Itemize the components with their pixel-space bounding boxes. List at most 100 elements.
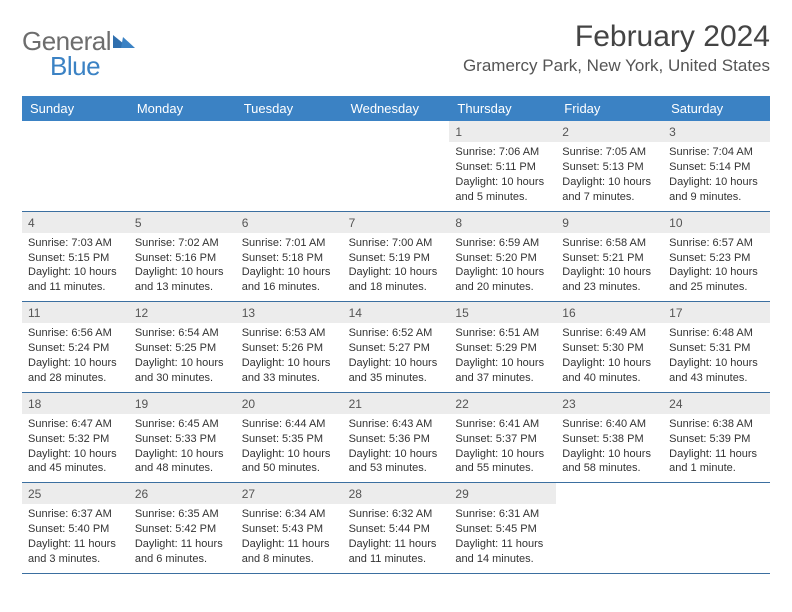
day-body: Sunrise: 6:32 AMSunset: 5:44 PMDaylight:… [343, 505, 450, 572]
logo: GeneralBlue [22, 26, 135, 88]
day-body: Sunrise: 6:59 AMSunset: 5:20 PMDaylight:… [449, 234, 556, 301]
day-sunset: Sunset: 5:26 PM [242, 341, 337, 356]
day-body: Sunrise: 6:40 AMSunset: 5:38 PMDaylight:… [556, 415, 663, 482]
day-body: Sunrise: 6:44 AMSunset: 5:35 PMDaylight:… [236, 415, 343, 482]
day-body: Sunrise: 7:02 AMSunset: 5:16 PMDaylight:… [129, 234, 236, 301]
day-cell: 28Sunrise: 6:32 AMSunset: 5:44 PMDayligh… [343, 483, 450, 573]
day-sunset: Sunset: 5:45 PM [455, 522, 550, 537]
day-cell: 27Sunrise: 6:34 AMSunset: 5:43 PMDayligh… [236, 483, 343, 573]
dow-monday: Monday [129, 96, 236, 121]
day-daylight: Daylight: 10 hours and 5 minutes. [455, 175, 550, 205]
day-daylight: Daylight: 11 hours and 1 minute. [669, 447, 764, 477]
day-cell: 23Sunrise: 6:40 AMSunset: 5:38 PMDayligh… [556, 393, 663, 483]
week-row: 18Sunrise: 6:47 AMSunset: 5:32 PMDayligh… [22, 393, 770, 484]
day-daylight: Daylight: 10 hours and 25 minutes. [669, 265, 764, 295]
day-cell: 9Sunrise: 6:58 AMSunset: 5:21 PMDaylight… [556, 212, 663, 302]
day-number: 20 [236, 393, 343, 414]
day-sunrise: Sunrise: 6:34 AM [242, 507, 337, 522]
day-sunset: Sunset: 5:29 PM [455, 341, 550, 356]
day-number: 19 [129, 393, 236, 414]
day-daylight: Daylight: 10 hours and 45 minutes. [28, 447, 123, 477]
day-sunset: Sunset: 5:24 PM [28, 341, 123, 356]
day-cell [663, 483, 770, 573]
day-sunrise: Sunrise: 6:57 AM [669, 236, 764, 251]
day-cell: 5Sunrise: 7:02 AMSunset: 5:16 PMDaylight… [129, 212, 236, 302]
day-sunrise: Sunrise: 7:01 AM [242, 236, 337, 251]
day-number: 14 [343, 302, 450, 323]
day-daylight: Daylight: 11 hours and 14 minutes. [455, 537, 550, 567]
day-cell: 20Sunrise: 6:44 AMSunset: 5:35 PMDayligh… [236, 393, 343, 483]
day-sunset: Sunset: 5:42 PM [135, 522, 230, 537]
day-body: Sunrise: 6:52 AMSunset: 5:27 PMDaylight:… [343, 324, 450, 391]
week-row: 25Sunrise: 6:37 AMSunset: 5:40 PMDayligh… [22, 483, 770, 574]
day-number: 3 [663, 121, 770, 142]
day-body: Sunrise: 6:56 AMSunset: 5:24 PMDaylight:… [22, 324, 129, 391]
day-body: Sunrise: 6:57 AMSunset: 5:23 PMDaylight:… [663, 234, 770, 301]
day-number: 12 [129, 302, 236, 323]
day-sunrise: Sunrise: 6:45 AM [135, 417, 230, 432]
day-daylight: Daylight: 10 hours and 53 minutes. [349, 447, 444, 477]
day-sunset: Sunset: 5:27 PM [349, 341, 444, 356]
day-number: 2 [556, 121, 663, 142]
day-number: 7 [343, 212, 450, 233]
days-of-week-row: Sunday Monday Tuesday Wednesday Thursday… [22, 96, 770, 121]
day-sunset: Sunset: 5:32 PM [28, 432, 123, 447]
day-sunrise: Sunrise: 6:49 AM [562, 326, 657, 341]
day-cell: 3Sunrise: 7:04 AMSunset: 5:14 PMDaylight… [663, 121, 770, 211]
day-daylight: Daylight: 10 hours and 58 minutes. [562, 447, 657, 477]
day-sunset: Sunset: 5:33 PM [135, 432, 230, 447]
day-cell: 16Sunrise: 6:49 AMSunset: 5:30 PMDayligh… [556, 302, 663, 392]
day-cell: 25Sunrise: 6:37 AMSunset: 5:40 PMDayligh… [22, 483, 129, 573]
day-sunset: Sunset: 5:14 PM [669, 160, 764, 175]
day-cell: 6Sunrise: 7:01 AMSunset: 5:18 PMDaylight… [236, 212, 343, 302]
day-body: Sunrise: 7:05 AMSunset: 5:13 PMDaylight:… [556, 143, 663, 210]
day-sunrise: Sunrise: 7:05 AM [562, 145, 657, 160]
day-sunset: Sunset: 5:30 PM [562, 341, 657, 356]
day-sunset: Sunset: 5:36 PM [349, 432, 444, 447]
day-body: Sunrise: 6:38 AMSunset: 5:39 PMDaylight:… [663, 415, 770, 482]
day-sunrise: Sunrise: 6:35 AM [135, 507, 230, 522]
week-row: 4Sunrise: 7:03 AMSunset: 5:15 PMDaylight… [22, 212, 770, 303]
day-sunrise: Sunrise: 6:37 AM [28, 507, 123, 522]
day-daylight: Daylight: 11 hours and 6 minutes. [135, 537, 230, 567]
day-daylight: Daylight: 10 hours and 11 minutes. [28, 265, 123, 295]
day-sunrise: Sunrise: 6:38 AM [669, 417, 764, 432]
calendar-page: GeneralBlue February 2024 Gramercy Park,… [0, 0, 792, 594]
day-body: Sunrise: 6:54 AMSunset: 5:25 PMDaylight:… [129, 324, 236, 391]
day-sunrise: Sunrise: 6:40 AM [562, 417, 657, 432]
day-number: 10 [663, 212, 770, 233]
day-sunset: Sunset: 5:21 PM [562, 251, 657, 266]
day-number: 9 [556, 212, 663, 233]
day-sunset: Sunset: 5:40 PM [28, 522, 123, 537]
day-sunset: Sunset: 5:38 PM [562, 432, 657, 447]
day-cell: 1Sunrise: 7:06 AMSunset: 5:11 PMDaylight… [449, 121, 556, 211]
day-cell [236, 121, 343, 211]
day-sunrise: Sunrise: 7:02 AM [135, 236, 230, 251]
day-sunset: Sunset: 5:15 PM [28, 251, 123, 266]
day-cell: 26Sunrise: 6:35 AMSunset: 5:42 PMDayligh… [129, 483, 236, 573]
day-daylight: Daylight: 10 hours and 48 minutes. [135, 447, 230, 477]
day-body: Sunrise: 6:37 AMSunset: 5:40 PMDaylight:… [22, 505, 129, 572]
weeks-container: 1Sunrise: 7:06 AMSunset: 5:11 PMDaylight… [22, 121, 770, 574]
week-row: 11Sunrise: 6:56 AMSunset: 5:24 PMDayligh… [22, 302, 770, 393]
day-cell: 2Sunrise: 7:05 AMSunset: 5:13 PMDaylight… [556, 121, 663, 211]
day-body: Sunrise: 7:01 AMSunset: 5:18 PMDaylight:… [236, 234, 343, 301]
day-sunset: Sunset: 5:20 PM [455, 251, 550, 266]
calendar: Sunday Monday Tuesday Wednesday Thursday… [22, 96, 770, 574]
day-number: 27 [236, 483, 343, 504]
day-sunrise: Sunrise: 6:54 AM [135, 326, 230, 341]
location: Gramercy Park, New York, United States [463, 56, 770, 76]
day-sunset: Sunset: 5:13 PM [562, 160, 657, 175]
day-cell: 22Sunrise: 6:41 AMSunset: 5:37 PMDayligh… [449, 393, 556, 483]
day-body: Sunrise: 6:48 AMSunset: 5:31 PMDaylight:… [663, 324, 770, 391]
dow-friday: Friday [556, 96, 663, 121]
dow-tuesday: Tuesday [236, 96, 343, 121]
day-sunset: Sunset: 5:44 PM [349, 522, 444, 537]
day-number: 5 [129, 212, 236, 233]
day-number: 11 [22, 302, 129, 323]
day-cell: 21Sunrise: 6:43 AMSunset: 5:36 PMDayligh… [343, 393, 450, 483]
month-title: February 2024 [463, 20, 770, 54]
day-body: Sunrise: 6:31 AMSunset: 5:45 PMDaylight:… [449, 505, 556, 572]
day-daylight: Daylight: 10 hours and 35 minutes. [349, 356, 444, 386]
day-cell: 17Sunrise: 6:48 AMSunset: 5:31 PMDayligh… [663, 302, 770, 392]
